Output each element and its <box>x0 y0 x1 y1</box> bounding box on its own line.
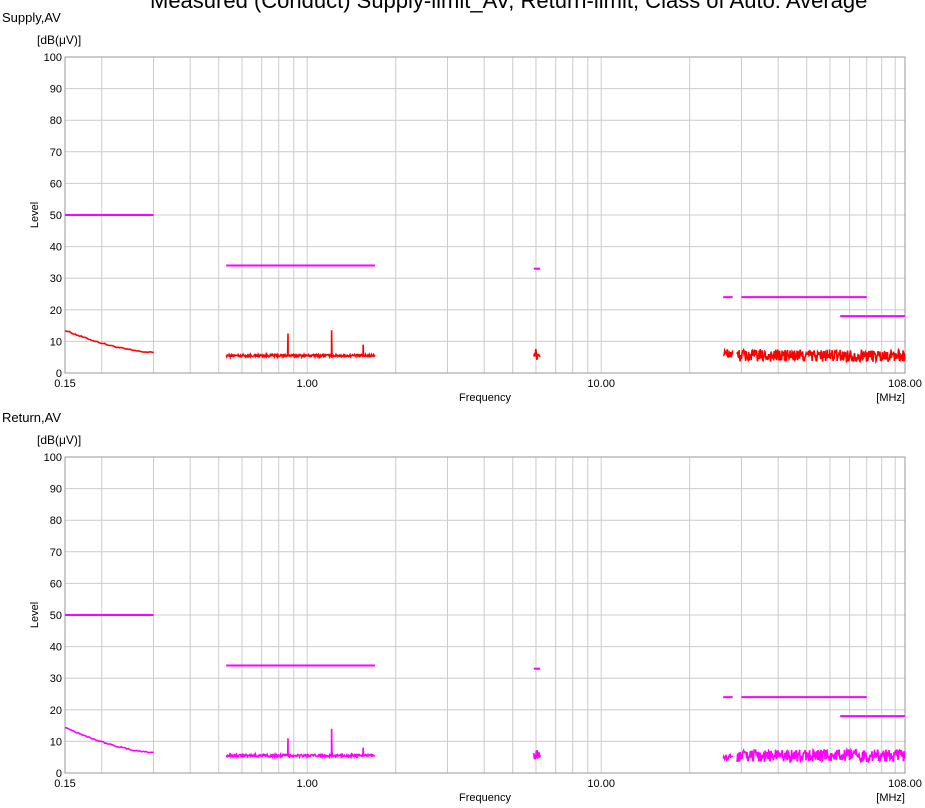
trace-segment <box>736 347 906 365</box>
trace-segment <box>722 347 734 359</box>
x-tick-label: 10.00 <box>587 778 615 790</box>
trace-segment <box>722 752 734 762</box>
trace-segment <box>65 726 154 754</box>
x-tick-label: 0.15 <box>54 778 75 790</box>
y-tick-label: 30 <box>50 673 62 685</box>
x-tick-label: 108.00 <box>888 778 922 790</box>
y-tick-label: 70 <box>50 547 62 559</box>
x-tick-label: 0.15 <box>54 378 75 390</box>
return-chart: Return,AV [dB(μV)] Level Frequency [MHz] 0 10 2… <box>2 410 922 804</box>
y-tick-label: 30 <box>50 273 62 285</box>
trace-segment <box>225 330 376 360</box>
trace-segment <box>64 330 154 354</box>
y-tick-label: 20 <box>50 705 62 717</box>
y-unit-label: [dB(μV)] <box>37 33 81 47</box>
header-fragment-text: Measured (Conduct) Supply-limit_AV, Retu… <box>150 0 868 13</box>
x-tick-label: 108.00 <box>888 378 922 390</box>
y-axis-label: Level <box>29 602 41 628</box>
y-tick-label: 10 <box>50 736 62 748</box>
x-tick-label: 10.00 <box>587 378 615 390</box>
trace-segment <box>225 728 376 760</box>
y-tick-label: 60 <box>50 178 62 190</box>
y-tick-label: 20 <box>50 305 62 317</box>
y-axis-label: Level <box>29 202 41 228</box>
y-tick-label: 40 <box>50 642 62 654</box>
y-tick-label: 50 <box>50 210 62 222</box>
trace-segment <box>736 746 906 764</box>
y-tick-label: 100 <box>44 452 62 464</box>
chart-title: Supply,AV <box>2 10 61 25</box>
trace-segment <box>533 750 541 760</box>
x-unit-label: [MHz] <box>876 792 905 804</box>
y-tick-label: 40 <box>50 242 62 254</box>
x-tick-label: 1.00 <box>297 378 318 390</box>
y-tick-label: 60 <box>50 578 62 590</box>
y-tick-label: 10 <box>50 336 62 348</box>
chart-title: Return,AV <box>2 410 61 425</box>
x-tick-label: 1.00 <box>297 778 318 790</box>
trace-segment <box>533 348 541 360</box>
y-tick-label: 0 <box>56 768 62 780</box>
supply-chart: Supply,AV [dB(μV)] Level Frequency [MHz] 0 10 2… <box>2 10 922 404</box>
y-tick-label: 90 <box>50 484 62 496</box>
y-tick-label: 50 <box>50 610 62 622</box>
grid <box>65 456 905 774</box>
y-tick-label: 90 <box>50 84 62 96</box>
x-axis-label: Frequency <box>459 392 511 404</box>
y-tick-label: 80 <box>50 515 62 527</box>
x-unit-label: [MHz] <box>876 392 905 404</box>
y-tick-label: 80 <box>50 115 62 127</box>
header-fragment: Measured (Conduct) Supply-limit_AV, Retu… <box>0 0 925 14</box>
y-tick-label: 70 <box>50 147 62 159</box>
y-tick-label: 0 <box>56 368 62 380</box>
x-axis-label: Frequency <box>459 792 511 804</box>
grid <box>65 56 905 374</box>
y-tick-label: 100 <box>44 52 62 64</box>
y-unit-label: [dB(μV)] <box>37 433 81 447</box>
